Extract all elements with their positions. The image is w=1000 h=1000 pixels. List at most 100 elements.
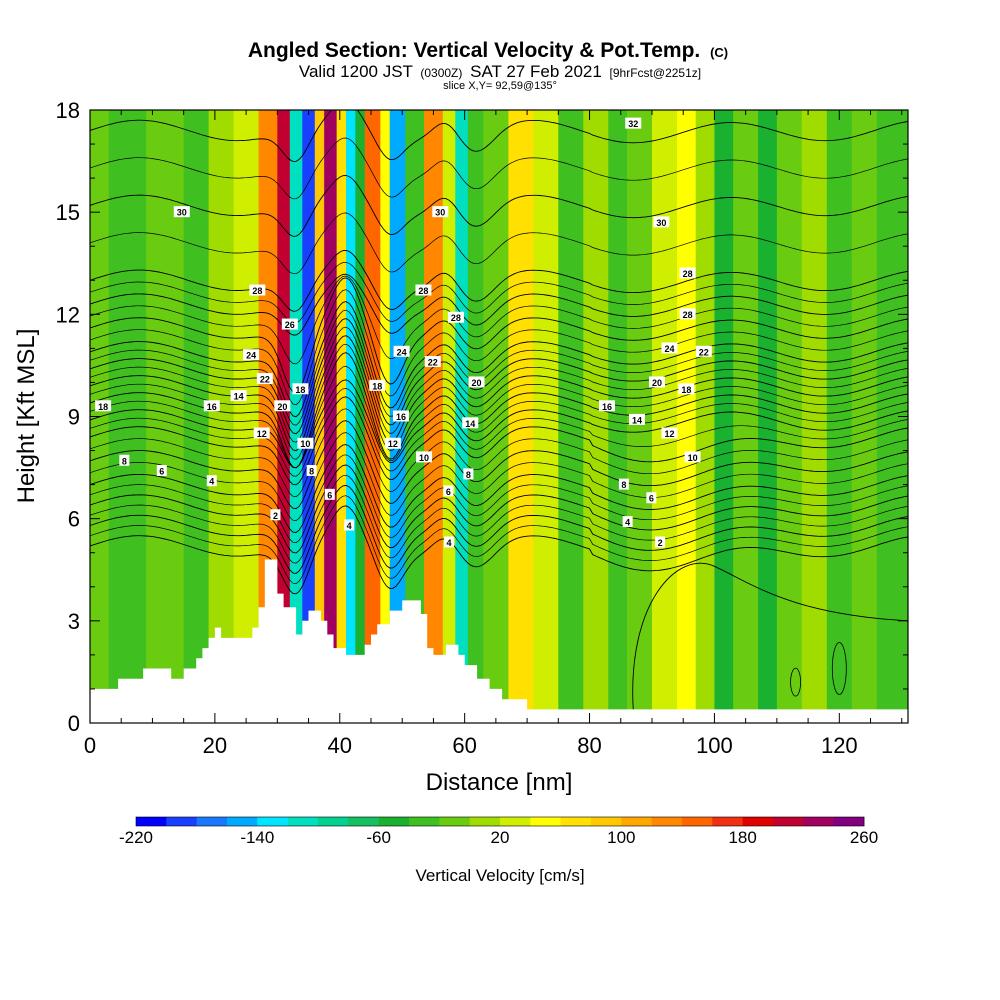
contour-label-bg: [625, 117, 642, 129]
contour-label-bg: [462, 417, 479, 429]
colorbar-swatch: [803, 817, 835, 826]
contour-label-text: 6: [159, 466, 164, 476]
colorbar: -220 -140 -60 20 100 180 260: [119, 816, 878, 847]
contour-label-42: 28: [447, 311, 464, 323]
y-tick-label: 0: [68, 711, 80, 736]
contour-label-bg: [392, 410, 409, 422]
contour-minor-12: [90, 388, 908, 477]
contour-label-text: 4: [447, 538, 452, 548]
contour-label-text: 24: [664, 344, 674, 354]
contour-label-bg: [599, 400, 616, 412]
contour-label-4: 4: [622, 516, 633, 528]
contour-label-bg: [324, 488, 335, 500]
contour-label-text: 4: [209, 477, 214, 487]
velocity-column-25: [533, 110, 559, 723]
contour-label-text: 10: [419, 453, 429, 463]
contour-label-8: 6: [443, 485, 454, 497]
velocity-column-28: [608, 110, 628, 723]
contour-label-text: 14: [465, 419, 475, 429]
x-tick-label: 120: [821, 733, 858, 758]
velocity-column-31: [676, 110, 697, 723]
contour-label-48: 32: [625, 117, 642, 129]
velocity-column-22: [467, 110, 484, 723]
contour-label-47: 30: [653, 216, 670, 228]
colorbar-swatch: [227, 817, 258, 826]
contour-label-bg: [661, 342, 678, 354]
contour-20: [90, 318, 908, 435]
contour-minor-2: [90, 495, 908, 584]
contour-label-bg: [393, 345, 410, 357]
velocity-column-34: [733, 110, 759, 723]
contour-minor-30: [90, 137, 908, 200]
contour-minor-16: [90, 343, 908, 460]
colorbar-swatch: [712, 817, 744, 826]
y-tick-label: 6: [68, 507, 80, 532]
contour-label-text: 20: [472, 378, 482, 388]
contour-minor-10: [90, 408, 908, 498]
contour-label-text: 14: [632, 415, 642, 425]
velocity-field: [90, 110, 908, 723]
contour-label-text: 24: [397, 347, 407, 357]
contour-minor-20: [90, 309, 908, 426]
colorbar-tick-label: -220: [119, 828, 153, 847]
contour-label-21: 14: [462, 417, 479, 429]
colorbar-tick-label: 180: [728, 828, 756, 847]
contour-label-35: 22: [695, 345, 712, 357]
contour-minor-28: [90, 212, 908, 275]
contour-label-38: 24: [661, 342, 678, 354]
contour-label-bg: [344, 519, 355, 531]
colorbar-swatch: [409, 817, 440, 826]
contour-label-text: 18: [295, 385, 305, 395]
colorbar-swatch: [621, 817, 653, 826]
contour-label-bg: [622, 516, 633, 528]
contour-label-24: 16: [203, 400, 220, 412]
colorbar-frame: [135, 816, 865, 827]
contour-24: [90, 277, 908, 394]
contour-label-12: 8: [463, 468, 474, 480]
contour-label-16: 10: [684, 451, 701, 463]
colorbar-swatch: [591, 817, 622, 826]
colorbar-tick-label: -60: [366, 828, 391, 847]
contour-low-cell-b: [790, 667, 802, 697]
contour-label-bg: [661, 427, 678, 439]
contour-label-text: 6: [327, 490, 332, 500]
contour-label-text: 14: [234, 392, 244, 402]
colorbar-swatch: [196, 817, 228, 826]
contour-label-text: 8: [466, 470, 471, 480]
contour-label-bg: [256, 373, 273, 385]
contour-label-text: 18: [98, 402, 108, 412]
contour-label-2: 4: [444, 536, 455, 548]
contour-minor-6: [90, 454, 908, 544]
x-axis-label: Distance [nm]: [426, 769, 573, 796]
x-tick-label: 40: [328, 733, 352, 758]
contour-label-bg: [119, 454, 130, 466]
contour-label-text: 12: [664, 429, 674, 439]
contour-minor-22: [90, 289, 908, 406]
contour-26: [90, 273, 908, 336]
colorbar-swatch: [651, 817, 683, 826]
contour-label-text: 32: [628, 119, 638, 129]
contour-16: [90, 352, 908, 469]
contour-label-text: 28: [252, 286, 262, 296]
contour-label-bg: [230, 390, 247, 402]
contour-label-9: 6: [646, 492, 657, 504]
contour-22: [90, 301, 908, 418]
contour-label-bg: [679, 308, 696, 320]
contour-label-34: 22: [424, 356, 441, 368]
contour-label-26: 16: [599, 400, 616, 412]
contour-label-23: 18: [95, 400, 112, 412]
contour-label-13: 8: [618, 478, 629, 490]
colorbar-tick-label: -140: [240, 828, 274, 847]
contour-label-text: 6: [649, 494, 654, 504]
contour-label-5: 4: [206, 475, 217, 487]
contour-label-bg: [648, 376, 665, 388]
contour-minor-24: [90, 275, 908, 365]
velocity-column-27: [583, 110, 609, 723]
contour-label-39: 26: [281, 318, 298, 330]
contour-label-text: 22: [260, 375, 270, 385]
contour-label-bg: [432, 206, 449, 218]
contour-label-text: 4: [347, 521, 352, 531]
x-axis: 0 20 40 60 80 100 120: [84, 110, 903, 758]
contour-label-text: 16: [207, 402, 217, 412]
